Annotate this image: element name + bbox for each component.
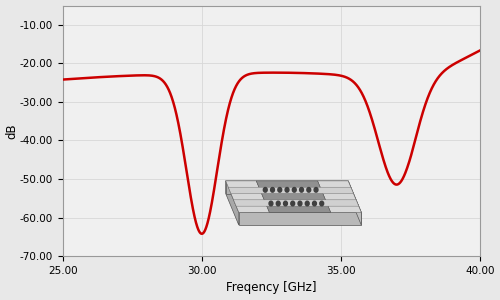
X-axis label: Freqency [GHz]: Freqency [GHz] — [226, 281, 316, 294]
Y-axis label: dB: dB — [6, 123, 18, 139]
